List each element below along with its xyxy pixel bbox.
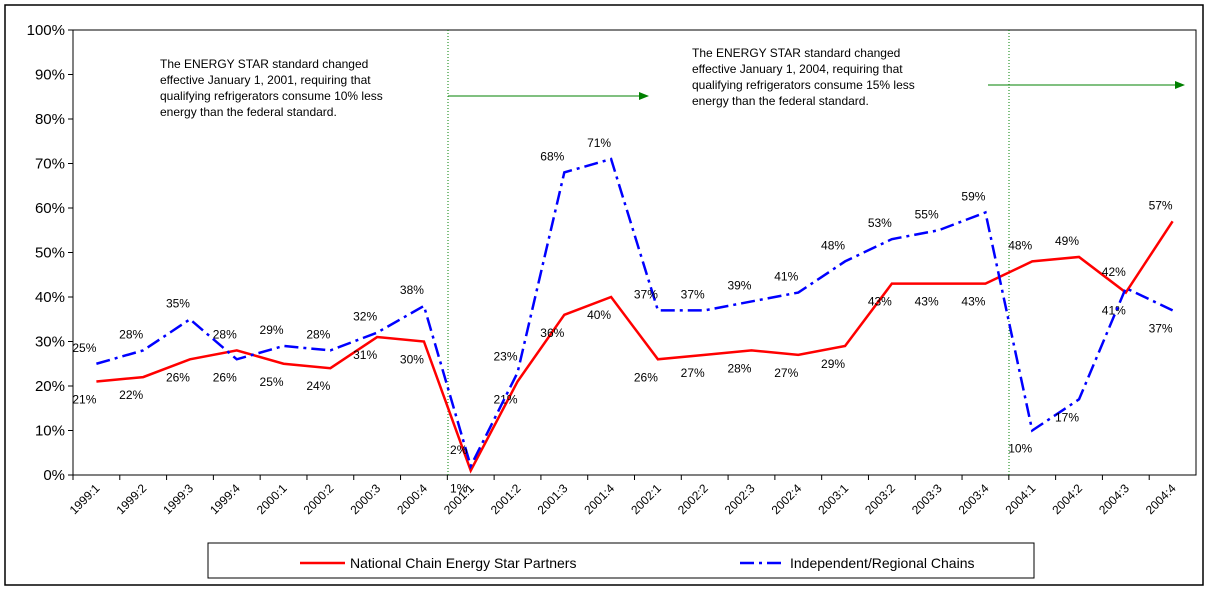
frame [4, 4, 1204, 586]
data-label: 39% [727, 278, 751, 292]
y-tick-label: 30% [35, 334, 65, 351]
data-label: 26% [166, 370, 190, 384]
data-label: 35% [166, 296, 190, 310]
data-label: 27% [774, 366, 798, 380]
data-label: 17% [1055, 410, 1079, 424]
data-label: 43% [961, 295, 985, 309]
data-label: 48% [821, 238, 845, 252]
y-tick-label: 50% [35, 245, 65, 262]
y-tick-label: 10% [35, 423, 65, 440]
data-label: 28% [306, 327, 330, 341]
data-label: 21% [494, 393, 518, 407]
data-label: 38% [400, 283, 424, 297]
data-label: 57% [1149, 198, 1173, 212]
data-label: 53% [868, 216, 892, 230]
data-label: 29% [260, 323, 284, 337]
annotation: effective January 1, 2001, requiring tha… [160, 73, 371, 87]
data-label: 43% [868, 295, 892, 309]
y-tick-label: 0% [43, 467, 65, 484]
series-line [96, 220, 1174, 474]
annotation: energy than the federal standard. [160, 105, 337, 119]
data-label: 25% [260, 375, 284, 389]
data-label: 26% [634, 370, 658, 384]
data-label: 42% [1102, 265, 1126, 279]
y-tick-label: 70% [35, 156, 65, 173]
legend-label: Independent/Regional Chains [790, 555, 974, 571]
data-label: 43% [915, 295, 939, 309]
data-label: 41% [1102, 304, 1126, 318]
data-label: 29% [821, 357, 845, 371]
data-label: 24% [306, 379, 330, 393]
data-label: 26% [213, 370, 237, 384]
data-label: 23% [494, 350, 518, 364]
data-label: 22% [119, 388, 143, 402]
legend-label: National Chain Energy Star Partners [350, 555, 576, 571]
y-tick-label: 90% [35, 67, 65, 84]
data-label: 40% [587, 308, 611, 322]
data-label: 49% [1055, 234, 1079, 248]
data-label: 37% [1149, 321, 1173, 335]
data-label: 41% [774, 270, 798, 284]
y-tick-label: 20% [35, 378, 65, 395]
series-line [96, 157, 1174, 470]
data-label: 10% [1008, 442, 1032, 456]
data-label: 27% [681, 366, 705, 380]
annotation: energy than the federal standard. [692, 94, 869, 108]
annotation: qualifying refrigerators consume 15% les… [692, 78, 915, 92]
data-label: 25% [72, 341, 96, 355]
legend [207, 542, 1035, 579]
data-label: 48% [1008, 238, 1032, 252]
annotation: The ENERGY STAR standard changed [160, 57, 368, 71]
data-label: 37% [681, 287, 705, 301]
annotation: effective January 1, 2004, requiring tha… [692, 62, 903, 76]
y-tick-label: 40% [35, 289, 65, 306]
data-label: 71% [587, 136, 611, 150]
data-label: 28% [119, 327, 143, 341]
data-label: 28% [727, 361, 751, 375]
data-label: 2% [450, 443, 468, 457]
data-label: 28% [213, 327, 237, 341]
data-label: 68% [540, 149, 564, 163]
data-label: 31% [353, 348, 377, 362]
data-label: 37% [634, 287, 658, 301]
data-label: 55% [915, 207, 939, 221]
y-tick-label: 60% [35, 200, 65, 217]
annotation: The ENERGY STAR standard changed [692, 46, 900, 60]
data-label: 59% [961, 189, 985, 203]
data-label: 32% [353, 310, 377, 324]
data-label: 21% [72, 393, 96, 407]
y-tick-label: 100% [27, 22, 65, 39]
data-label: 1% [450, 482, 468, 496]
annotation: qualifying refrigerators consume 10% les… [160, 89, 383, 103]
data-label: 30% [400, 353, 424, 367]
data-label: 36% [540, 326, 564, 340]
y-tick-label: 80% [35, 111, 65, 128]
